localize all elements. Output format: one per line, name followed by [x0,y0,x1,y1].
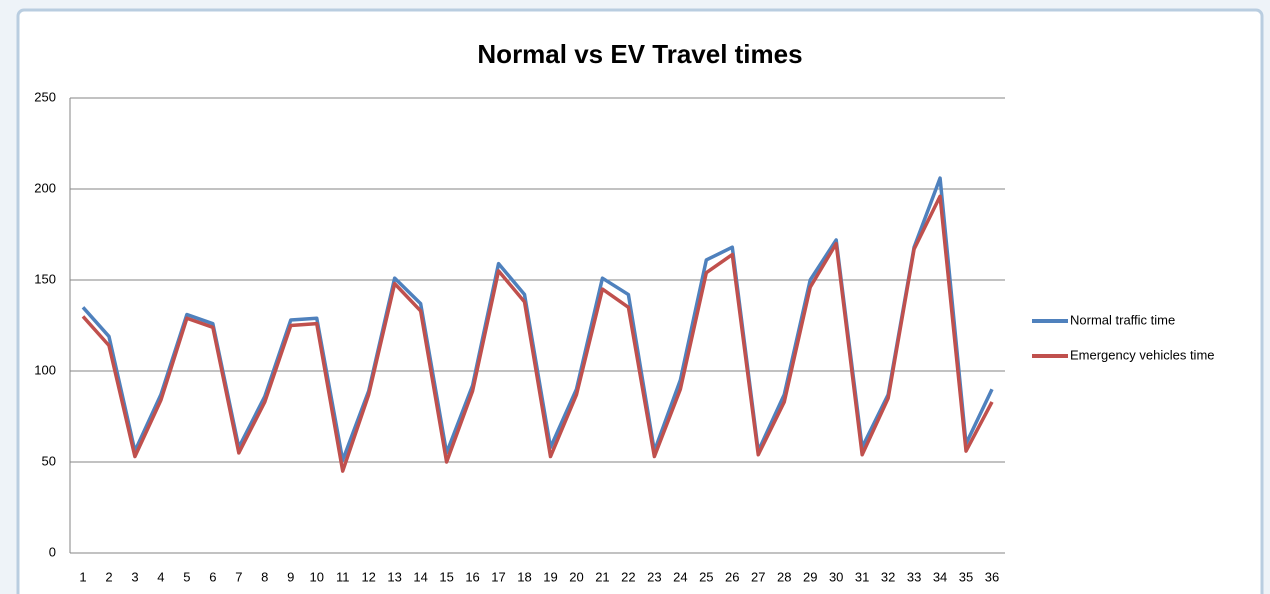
x-tick-label: 5 [183,569,190,584]
x-tick-label: 35 [959,569,973,584]
y-tick-label: 250 [34,89,56,104]
x-tick-label: 3 [131,569,138,584]
x-tick-label: 26 [725,569,739,584]
x-tick-label: 24 [673,569,687,584]
legend-label: Normal traffic time [1070,312,1175,327]
x-tick-label: 13 [387,569,401,584]
x-tick-label: 21 [595,569,609,584]
legend-label: Emergency vehicles time [1070,347,1215,362]
x-tick-label: 28 [777,569,791,584]
y-tick-label: 100 [34,362,56,377]
x-tick-label: 6 [209,569,216,584]
y-tick-label: 50 [42,453,56,468]
series-line [81,194,994,473]
chart-area [16,8,1264,594]
x-tick-label: 10 [310,569,324,584]
x-tick-label: 32 [881,569,895,584]
x-tick-label: 31 [855,569,869,584]
x-tick-label: 17 [491,569,505,584]
x-tick-label: 8 [261,569,268,584]
x-tick-label: 11 [336,569,350,584]
chart-title: Normal vs EV Travel times [477,39,802,69]
x-tick-label: 30 [829,569,843,584]
x-tick-label: 7 [235,569,242,584]
x-tick-label: 1 [79,569,86,584]
x-tick-label: 20 [569,569,583,584]
x-tick-label: 34 [933,569,947,584]
x-tick-label: 23 [647,569,661,584]
y-tick-label: 150 [34,271,56,286]
x-tick-label: 25 [699,569,713,584]
y-tick-label: 0 [49,544,56,559]
x-tick-label: 12 [361,569,375,584]
x-tick-label: 2 [105,569,112,584]
x-tick-label: 19 [543,569,557,584]
x-tick-label: 36 [985,569,999,584]
x-tick-label: 33 [907,569,921,584]
x-tick-label: 4 [157,569,164,584]
x-tick-label: 15 [439,569,453,584]
x-tick-label: 14 [413,569,427,584]
x-tick-label: 16 [465,569,479,584]
x-tick-label: 27 [751,569,765,584]
x-tick-label: 18 [517,569,531,584]
x-tick-label: 9 [287,569,294,584]
x-tick-label: 29 [803,569,817,584]
x-tick-label: 22 [621,569,635,584]
y-tick-label: 200 [34,180,56,195]
